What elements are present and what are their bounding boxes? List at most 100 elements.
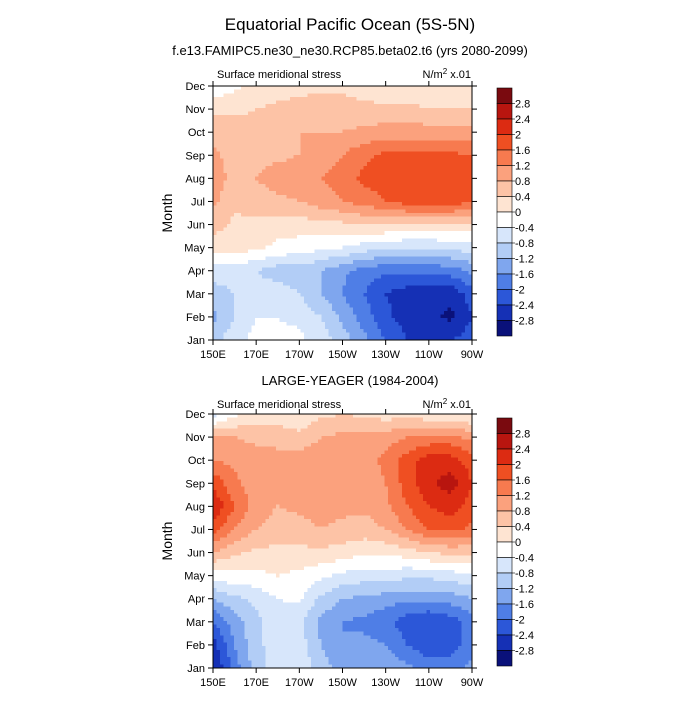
contour-cell	[430, 176, 435, 181]
contour-cell	[297, 267, 302, 272]
contour-cell	[426, 154, 431, 160]
contour-cell	[314, 278, 319, 283]
contour-cell	[447, 104, 452, 109]
contour-cell	[220, 187, 225, 192]
contour-cell	[283, 140, 288, 145]
contour-cell	[440, 292, 445, 298]
contour-cell	[328, 89, 333, 94]
contour-cell	[258, 194, 263, 200]
contour-cell	[444, 260, 449, 265]
contour-cell	[405, 133, 410, 138]
contour-cell	[444, 303, 449, 308]
contour-cell	[279, 169, 284, 174]
contour-cell	[262, 173, 267, 178]
contour-cell	[367, 205, 372, 210]
contour-cell	[468, 100, 473, 105]
contour-cell	[451, 194, 456, 200]
contour-cell	[227, 249, 232, 254]
contour-cell	[370, 321, 375, 327]
contour-cell	[377, 310, 382, 316]
contour-cell	[381, 140, 386, 145]
contour-cell	[461, 173, 466, 178]
contour-cell	[227, 205, 232, 210]
contour-cell	[307, 329, 312, 334]
contour-cell	[423, 154, 428, 160]
contour-cell	[370, 205, 375, 210]
contour-cell	[465, 165, 470, 171]
contour-cell	[227, 260, 232, 265]
contour-cell	[220, 169, 225, 174]
contour-cell	[377, 165, 382, 171]
contour-cell	[332, 227, 337, 232]
contour-cell	[458, 307, 463, 312]
contour-cell	[300, 194, 305, 200]
contour-cell	[223, 318, 228, 323]
contour-cell	[388, 104, 393, 109]
contour-cell	[395, 234, 400, 239]
contour-cell	[223, 231, 228, 236]
contour-cell	[356, 140, 361, 145]
contour-cell	[300, 129, 305, 134]
contour-cell	[395, 318, 400, 323]
contour-cell	[360, 321, 365, 327]
contour-cell	[325, 169, 330, 174]
contour-cell	[444, 321, 449, 327]
contour-cell	[307, 256, 312, 261]
contour-cell	[468, 285, 473, 290]
contour-cell	[283, 93, 288, 98]
contour-cell	[416, 321, 421, 327]
contour-cell	[332, 296, 337, 301]
contour-cell	[286, 209, 291, 214]
contour-cell	[325, 104, 330, 109]
contour-cell	[377, 234, 382, 239]
contour-cell	[370, 314, 375, 319]
contour-cell	[237, 100, 242, 105]
contour-cell	[220, 329, 225, 334]
contour-cell	[356, 125, 361, 131]
contour-cell	[213, 173, 218, 178]
contour-cell	[304, 209, 309, 214]
contour-cell	[356, 296, 361, 301]
contour-cell	[241, 281, 246, 287]
contour-cell	[304, 176, 309, 181]
contour-cell	[384, 216, 389, 221]
contour-cell	[451, 274, 456, 279]
contour-cell	[353, 271, 358, 276]
contour-cell	[363, 100, 368, 105]
contour-cell	[433, 86, 438, 91]
contour-cell	[388, 93, 393, 98]
contour-cell	[363, 213, 368, 218]
contour-cell	[356, 249, 361, 254]
contour-cell	[419, 300, 424, 305]
contour-cell	[237, 252, 242, 258]
contour-cell	[458, 205, 463, 210]
contour-cell	[412, 107, 417, 112]
contour-cell	[416, 89, 421, 94]
contour-cell	[328, 154, 333, 160]
contour-cell	[230, 144, 235, 149]
contour-cell	[440, 300, 445, 305]
contour-cell	[276, 296, 281, 301]
contour-cell	[227, 318, 232, 323]
contour-cell	[377, 202, 382, 207]
contour-cell	[346, 202, 351, 207]
contour-cell	[402, 227, 407, 232]
contour-cell	[265, 198, 270, 203]
contour-cell	[300, 173, 305, 178]
contour-cell	[262, 256, 267, 261]
contour-cell	[402, 96, 407, 102]
contour-cell	[346, 231, 351, 236]
contour-cell	[433, 300, 438, 305]
contour-cell	[213, 93, 218, 98]
contour-cell	[402, 173, 407, 178]
contour-cell	[342, 125, 347, 131]
contour-cell	[465, 303, 470, 308]
contour-cell	[437, 292, 442, 298]
contour-cell	[304, 274, 309, 279]
contour-cell	[447, 158, 452, 163]
contour-cell	[367, 89, 372, 94]
contour-cell	[451, 89, 456, 94]
contour-cell	[258, 238, 263, 243]
contour-cell	[440, 260, 445, 265]
contour-cell	[237, 296, 242, 301]
